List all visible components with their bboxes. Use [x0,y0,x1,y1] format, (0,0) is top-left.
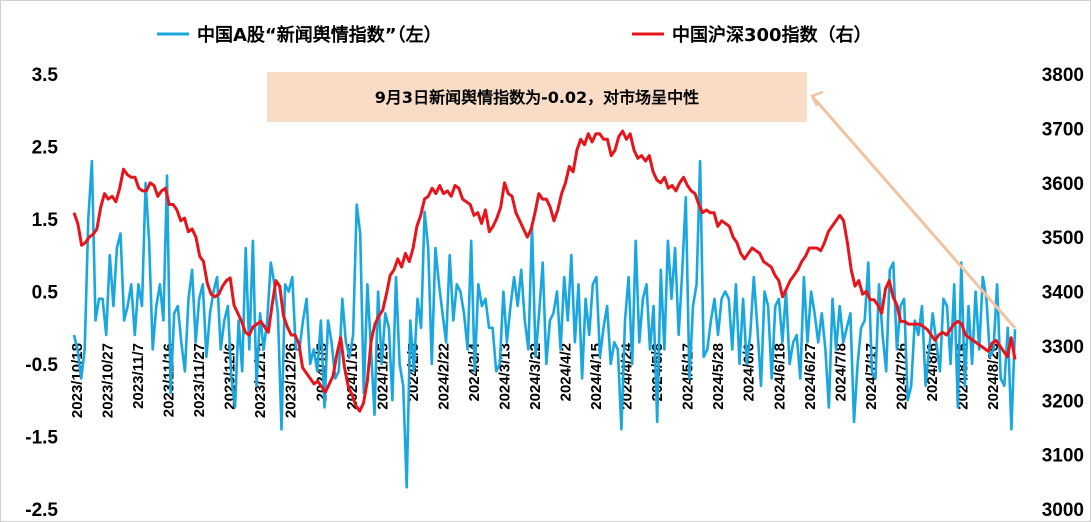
x-tick-label: 2024/6/6 [741,343,758,401]
y-left-tick-label: 0.5 [32,283,59,304]
x-tick-label: 2024/4/2 [558,343,575,401]
x-tick-label: 2024/8/26 [985,343,1002,410]
y-right-tick-label: 3800 [1042,65,1084,86]
annotation-text: 9月3日新闻舆情指数为-0.02，对市场呈中性 [375,88,699,107]
y-left-tick-label: 2.5 [32,138,59,159]
legend-label-sentiment: 中国A股“新闻舆情指数”（左） [197,24,442,46]
x-tick-label: 2024/1/25 [374,343,391,410]
y-left-tick-label: -0.5 [25,355,58,376]
x-tick-label: 2023/11/27 [191,343,208,417]
x-tick-label: 2023/11/7 [130,343,147,409]
x-tick-label: 2024/2/22 [435,343,452,410]
y-right-tick-label: 3700 [1042,119,1084,140]
annotation: 9月3日新闻舆情指数为-0.02，对市场呈中性 [267,72,1017,329]
x-tick-label: 2024/1/16 [344,343,361,410]
x-tick-label: 2023/10/18 [69,343,86,418]
series-line-csi300 [72,129,1017,413]
y-right-tick-label: 3600 [1042,174,1084,195]
x-tick-label: 2024/6/27 [802,343,819,410]
x-tick-label: 2024/5/28 [710,343,727,410]
annotation-box [267,72,807,122]
x-tick-label: 2024/3/22 [527,343,544,410]
series-line-sentiment [72,159,1017,489]
x-tick-label: 2024/6/18 [771,343,788,410]
legend-label-csi300: 中国沪深300指数（右） [672,24,872,46]
y-right-tick-label: 3300 [1042,337,1084,358]
y-right-tick-label: 3000 [1042,500,1084,521]
y-right-tick-label: 3100 [1042,446,1084,467]
x-tick-label: 2024/4/15 [588,343,605,410]
x-tick-label: 2023/12/26 [283,343,300,418]
y-left-tick-label: 3.5 [32,65,59,86]
x-tick-label: 2024/3/13 [496,343,513,410]
annotation-pointer [810,95,1017,329]
y-right-tick-label: 3200 [1042,391,1084,412]
y-left-tick-label: -2.5 [25,500,58,521]
y-axis-right: 3800 3700 3600 3500 3400 3300 3200 3100 3000 [1042,65,1084,521]
x-tick-label: 2024/7/8 [832,343,849,401]
series-layer [72,129,1017,489]
y-left-tick-label: -1.5 [25,428,58,449]
y-right-tick-label: 3400 [1042,283,1084,304]
y-left-tick-label: 1.5 [32,210,59,231]
y-right-tick-label: 3500 [1042,228,1084,249]
y-axis-left: 3.5 2.5 1.5 0.5 -0.5 -1.5 -2.5 [25,65,58,521]
annotation-arrowhead [810,90,824,107]
x-tick-label: 2023/10/27 [100,343,117,418]
chart-legend: 中国A股“新闻舆情指数”（左） 中国沪深300指数（右） [157,24,872,46]
